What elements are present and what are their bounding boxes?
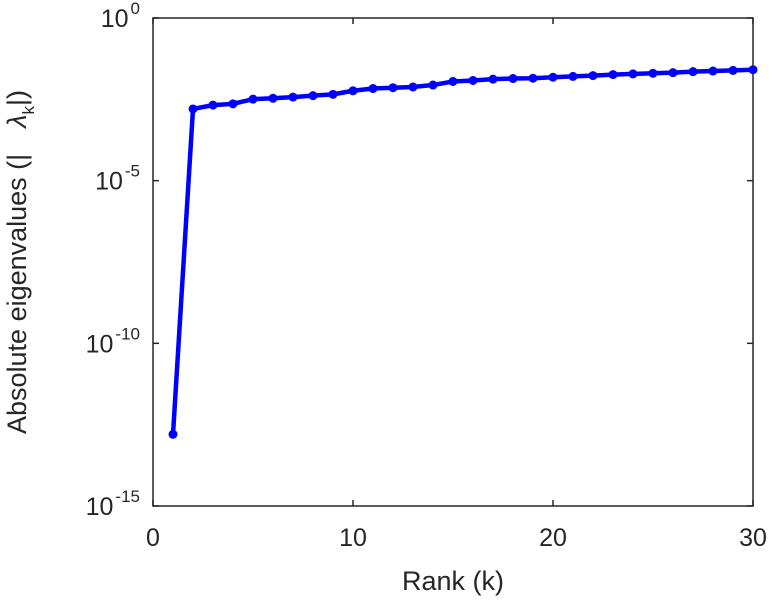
data-point — [288, 92, 298, 102]
data-point — [568, 71, 578, 81]
y-axis-title-close: |) — [2, 90, 32, 106]
y-tick-label: 10 -5 — [95, 162, 140, 196]
data-point — [728, 65, 738, 75]
data-point — [388, 83, 398, 93]
data-point — [208, 100, 218, 110]
y-tick-label: 10 -10 — [86, 324, 140, 358]
data-point — [228, 99, 238, 109]
data-point — [588, 71, 598, 81]
y-tick-label: 10 0 — [101, 0, 140, 33]
x-tick-label: 30 — [739, 524, 767, 552]
y-axis-title-lambda: λ — [2, 115, 32, 130]
data-point — [548, 72, 558, 82]
data-point — [608, 70, 618, 80]
data-point — [188, 104, 198, 114]
data-point — [688, 67, 698, 77]
data-point — [328, 89, 338, 99]
data-point — [488, 74, 498, 84]
series-line — [170, 67, 754, 435]
data-point — [348, 86, 358, 96]
data-point — [468, 75, 478, 85]
data-point — [248, 94, 258, 104]
ticks — [152, 17, 754, 507]
data-point — [448, 76, 458, 86]
series-group — [168, 65, 758, 439]
x-axis-title: Rank (k) — [402, 566, 504, 596]
x-tick-label: 20 — [539, 524, 567, 552]
y-axis-title: Absolute eigenvalues (| λk|) — [2, 90, 38, 434]
plot-area — [152, 17, 754, 507]
y-axis-title-main: Absolute eigenvalues (| — [2, 154, 32, 434]
x-tick-label: 0 — [146, 524, 160, 552]
data-point — [628, 69, 638, 79]
axes-box — [152, 17, 754, 507]
data-point — [168, 429, 178, 439]
data-point — [528, 73, 538, 83]
y-tick-label: 10 -15 — [86, 487, 140, 521]
x-tick-label: 10 — [339, 524, 367, 552]
y-axis-title-subscript: k — [19, 106, 38, 115]
data-point — [428, 80, 438, 90]
data-point — [708, 66, 718, 76]
data-point — [508, 74, 518, 84]
data-point — [748, 65, 758, 75]
data-point — [308, 91, 318, 101]
data-point — [648, 68, 658, 78]
data-point — [408, 82, 418, 92]
data-point — [668, 68, 678, 78]
data-point — [368, 84, 378, 94]
data-point — [268, 93, 278, 103]
